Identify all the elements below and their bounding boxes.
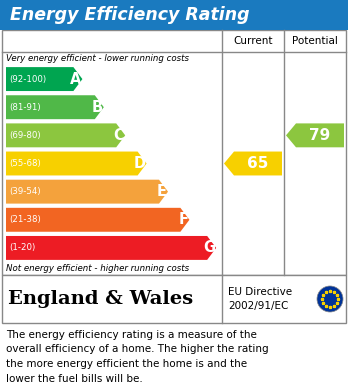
Text: England & Wales: England & Wales xyxy=(8,290,193,308)
Text: (69-80): (69-80) xyxy=(9,131,41,140)
Polygon shape xyxy=(6,67,82,91)
Text: 65: 65 xyxy=(247,156,269,171)
Text: B: B xyxy=(92,100,103,115)
Bar xyxy=(0,0,348,30)
Text: Not energy efficient - higher running costs: Not energy efficient - higher running co… xyxy=(6,264,189,273)
Polygon shape xyxy=(6,236,216,260)
Text: Potential: Potential xyxy=(292,36,338,46)
Text: the more energy efficient the home is and the: the more energy efficient the home is an… xyxy=(6,359,247,369)
Text: Energy Efficiency Rating: Energy Efficiency Rating xyxy=(10,6,250,24)
Text: D: D xyxy=(134,156,145,171)
Text: Very energy efficient - lower running costs: Very energy efficient - lower running co… xyxy=(6,54,189,63)
Text: A: A xyxy=(70,72,81,86)
Polygon shape xyxy=(6,180,168,204)
Text: (55-68): (55-68) xyxy=(9,159,41,168)
Polygon shape xyxy=(6,124,125,147)
Text: (1-20): (1-20) xyxy=(9,244,35,253)
Text: (39-54): (39-54) xyxy=(9,187,41,196)
Text: F: F xyxy=(179,212,188,227)
Circle shape xyxy=(317,286,343,312)
Text: overall efficiency of a home. The higher the rating: overall efficiency of a home. The higher… xyxy=(6,344,269,355)
Polygon shape xyxy=(224,152,282,176)
Polygon shape xyxy=(286,124,344,147)
Text: Current: Current xyxy=(233,36,273,46)
Text: (92-100): (92-100) xyxy=(9,75,46,84)
Bar xyxy=(2,275,346,323)
Text: lower the fuel bills will be.: lower the fuel bills will be. xyxy=(6,373,143,384)
Text: G: G xyxy=(203,240,215,255)
Polygon shape xyxy=(6,208,189,232)
Polygon shape xyxy=(6,152,147,176)
Text: (81-91): (81-91) xyxy=(9,103,41,112)
Text: (21-38): (21-38) xyxy=(9,215,41,224)
Polygon shape xyxy=(6,95,104,119)
Text: EU Directive
2002/91/EC: EU Directive 2002/91/EC xyxy=(228,287,292,310)
Text: The energy efficiency rating is a measure of the: The energy efficiency rating is a measur… xyxy=(6,330,257,340)
Bar xyxy=(2,30,346,275)
Text: 79: 79 xyxy=(309,128,331,143)
Text: C: C xyxy=(113,128,124,143)
Text: E: E xyxy=(157,184,167,199)
